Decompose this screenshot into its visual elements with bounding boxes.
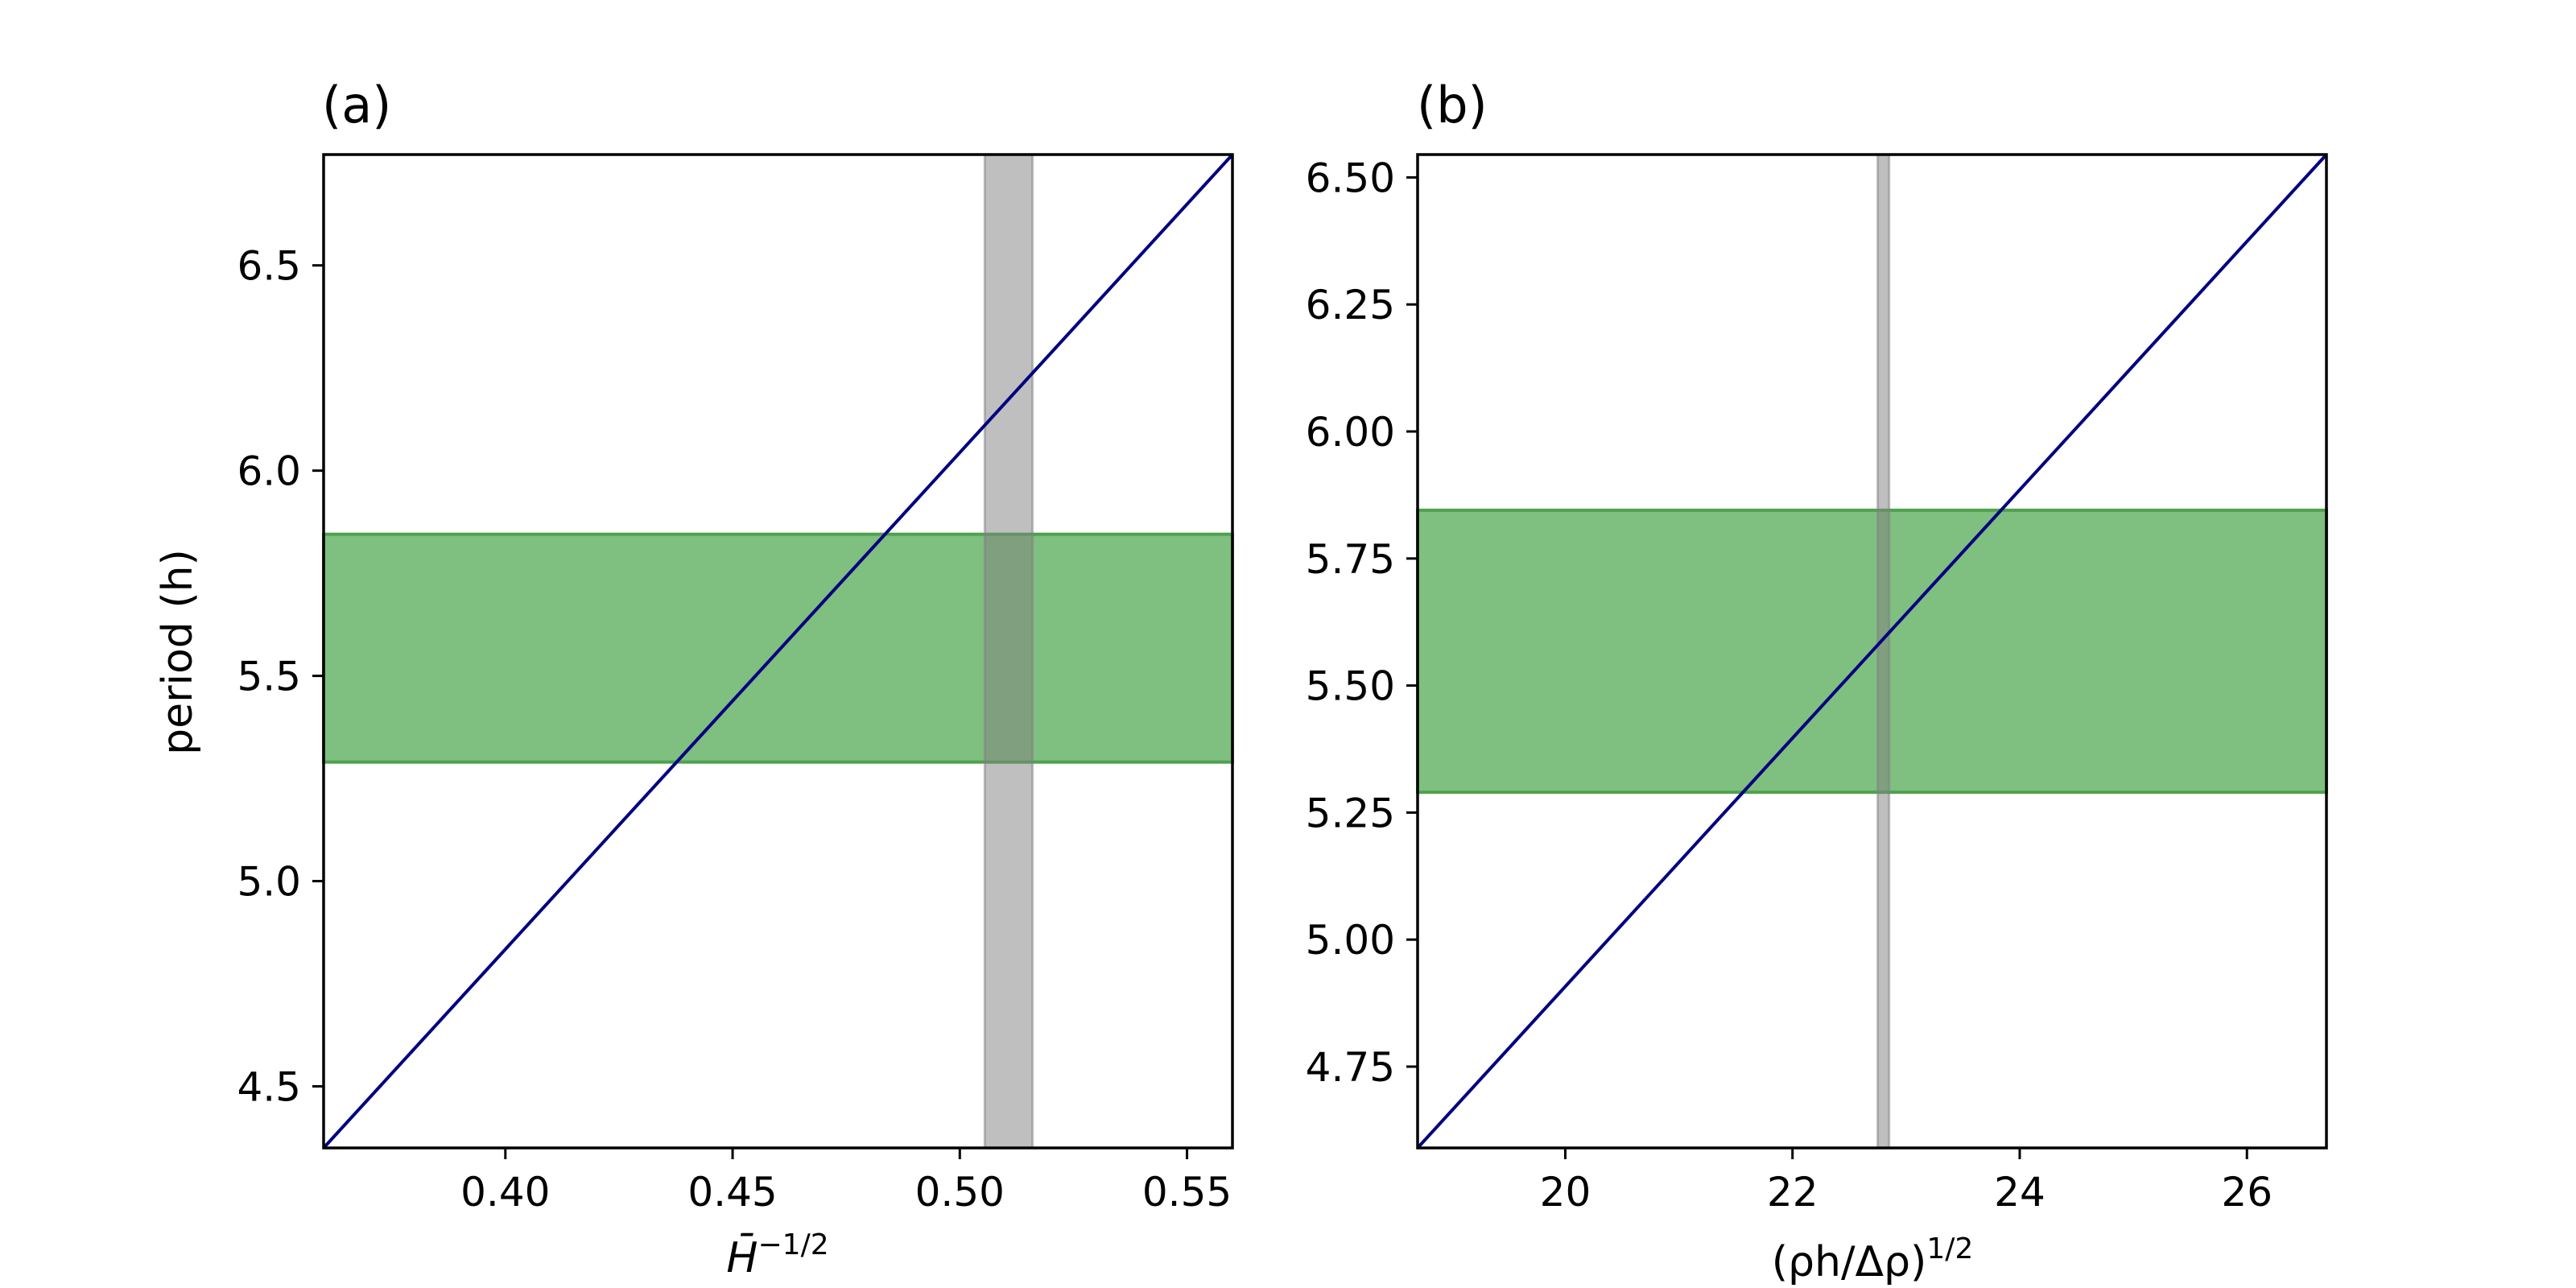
panel-b-label: (b) (1417, 76, 1488, 134)
panel-b-ytick-label: 6.25 (1306, 282, 1395, 328)
panel-a-xtick-label: 0.40 (460, 1169, 550, 1216)
panel-b-ytick-label: 5.25 (1306, 790, 1395, 836)
panel-a-ylabel: period (h) (154, 549, 202, 755)
panel-a-ytick-label: 5.5 (237, 654, 301, 700)
panel-a-xtick-label: 0.50 (915, 1169, 1005, 1216)
panel-a-plot: 0.40 0.45 0.50 0.55 4.5 5.0 5.5 6.0 6.5 (237, 153, 1234, 1216)
panel-a-label: (a) (322, 76, 391, 134)
panel-b-ytick-label: 6.50 (1306, 155, 1395, 201)
panel-a-xtick-label: 0.55 (1142, 1169, 1232, 1216)
panel-b-ytick-label: 5.50 (1306, 663, 1395, 710)
panel-b: (b) 20 22 24 26 4.75 5.00 5.25 5.50 5.75 6.00 6.25… (1306, 76, 2328, 1286)
panel-b-axes-frame (1416, 153, 2328, 1150)
panel-b-ytick-label: 6.00 (1306, 409, 1395, 456)
panel-b-xtick-label: 20 (1540, 1169, 1591, 1216)
panel-b-plot: 20 22 24 26 4.75 5.00 5.25 5.50 5.75 6.00 6.25 6.50 (1306, 153, 2328, 1216)
panel-a-xlabel-main: H̄ (726, 1233, 758, 1282)
panel-a-xtick-label: 0.45 (687, 1169, 777, 1216)
panel-a-ytick-label: 4.5 (237, 1064, 301, 1111)
panel-b-xlabel-sup: 1/2 (1926, 1232, 1973, 1265)
panel-a-axes-frame (322, 153, 1234, 1150)
panel-b-ytick-label: 5.00 (1306, 917, 1395, 964)
panel-a-ytick-label: 6.0 (237, 448, 301, 495)
panel-a: (a) 0.40 0.45 0.50 0.55 4.5 5.0 5.5 6.0 6.5 peri… (154, 76, 1234, 1282)
panel-a-ytick-label: 5.0 (237, 859, 301, 906)
panel-a-period-band (322, 532, 1234, 764)
panel-a-xlabel-sup: −1/2 (758, 1228, 829, 1261)
panel-b-value-band (1876, 153, 1891, 1150)
panel-a-xlabel: H̄−1/2 (726, 1228, 828, 1282)
panel-b-ytick-label: 4.75 (1306, 1044, 1395, 1091)
panel-b-xtick-label: 26 (2221, 1169, 2273, 1216)
panel-b-series-line (1416, 153, 2328, 1150)
panel-b-ytick-label: 5.75 (1306, 536, 1395, 583)
panel-b-xlabel: (ρh/Δρ)1/2 (1772, 1232, 1974, 1286)
panel-b-xtick-label: 24 (1994, 1169, 2046, 1216)
panel-a-series-line (322, 153, 1234, 1150)
panel-a-value-band (983, 153, 1034, 1150)
panel-b-xtick-label: 22 (1767, 1169, 1818, 1216)
panel-b-xlabel-main: (ρh/Δρ) (1772, 1238, 1927, 1286)
panel-a-ytick-label: 6.5 (237, 243, 301, 290)
